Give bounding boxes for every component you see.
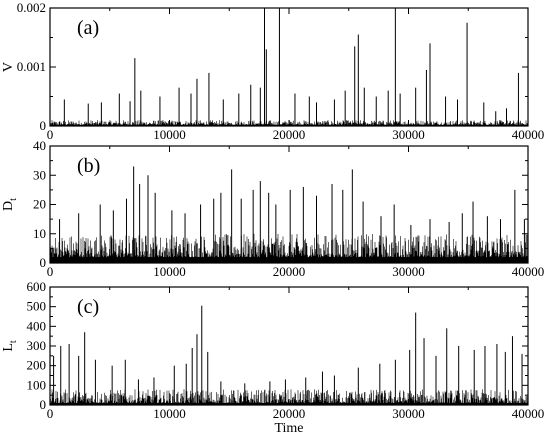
x-tick-label: 0 (47, 264, 54, 279)
x-tick-label: 0 (47, 127, 54, 142)
y-tick-label: 500 (27, 299, 47, 314)
y-tick-label: 10 (33, 226, 46, 241)
y-tick-label: 40 (33, 138, 46, 153)
plot-frame (49, 7, 529, 127)
y-tick-label: 0.002 (17, 0, 46, 15)
panel-b: 0 10000 20000 30000 40000 0 10 20 30 40 Dt (b) (1, 138, 544, 279)
panel-label: (b) (77, 155, 100, 177)
x-tick-label: 20000 (273, 406, 306, 421)
panel-label: (a) (77, 17, 99, 39)
y-tick-label: 30 (33, 167, 46, 182)
y-axis-label: Dt (1, 198, 19, 211)
x-tick-label: 40000 (512, 127, 545, 142)
panel-a: 0 10000 20000 30000 40000 0 0.001 0.002 V (a) (1, 0, 544, 142)
x-tick-label: 40000 (512, 264, 545, 279)
y-tick-label: 0 (40, 397, 47, 412)
x-tick-label: 10000 (153, 406, 186, 421)
series-trace (50, 166, 528, 263)
x-tick-label: 10000 (153, 264, 186, 279)
x-tick-label: 10000 (153, 127, 186, 142)
x-axis-label: Time (274, 421, 303, 436)
x-tick-label: 20000 (273, 127, 306, 142)
y-tick-label: 20 (33, 197, 46, 212)
x-tick-label: 30000 (392, 264, 425, 279)
panel-label: (c) (77, 296, 99, 318)
y-tick-label: 200 (27, 358, 47, 373)
panel-c: 0 10000 20000 30000 400000100200300400500600… (1, 279, 544, 436)
x-tick-label: 40000 (512, 406, 545, 421)
y-tick-label: 100 (27, 377, 47, 392)
y-tick-label: 400 (27, 318, 47, 333)
plot-frame (49, 286, 529, 406)
y-tick-label: 0.001 (17, 59, 46, 74)
y-axis-label: V (1, 62, 16, 72)
x-tick-label: 20000 (273, 264, 306, 279)
x-tick-label: 30000 (392, 127, 425, 142)
x-tick-label: 30000 (392, 406, 425, 421)
y-axis-label: Lt (1, 340, 19, 352)
y-tick-label: 300 (27, 338, 47, 353)
y-tick-label: 600 (27, 279, 47, 294)
x-tick-label: 0 (47, 406, 54, 421)
y-tick-label: 0 (40, 255, 47, 270)
series-trace (50, 305, 528, 405)
y-tick-label: 0 (40, 118, 47, 133)
series-trace (50, 8, 528, 126)
